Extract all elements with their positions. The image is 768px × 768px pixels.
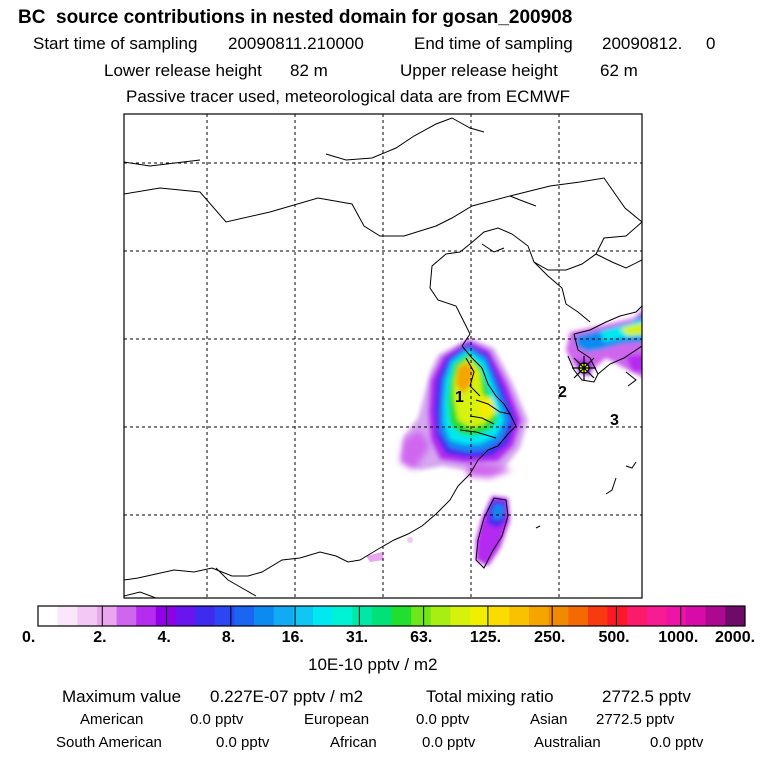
australian-label: Australian: [534, 734, 601, 751]
tick-label: 63.: [410, 629, 433, 646]
color-bar-swatch: [391, 606, 412, 626]
color-bar-swatch: [430, 606, 451, 626]
color-bar-swatch: [116, 606, 137, 626]
american-label: American: [80, 711, 144, 728]
color-bar-swatch: [627, 606, 648, 626]
color-bar-swatch: [666, 606, 687, 626]
lat-lon-grid: [124, 114, 642, 598]
color-bar-swatch: [646, 606, 667, 626]
total-mixing-label: Total mixing ratio: [426, 687, 554, 706]
plume-trace-b: [366, 552, 384, 562]
color-bar-unit: 10E-10 pptv / m2: [308, 655, 438, 674]
site-label-2: 2: [558, 384, 567, 401]
total-mixing-value: 2772.5 pptv: [602, 687, 691, 706]
tick-label: 1000.: [658, 629, 699, 646]
concentration-plume: [402, 338, 528, 472]
european-value: 0.0 pptv: [416, 711, 470, 728]
american-value: 0.0 pptv: [190, 711, 244, 728]
color-bar-swatch: [214, 606, 235, 626]
start-time-label: Start time of sampling: [33, 34, 198, 53]
african-value: 0.0 pptv: [422, 734, 476, 751]
color-bar-swatch: [136, 606, 157, 626]
data-source-note: Passive tracer used, meteorological data…: [126, 87, 571, 106]
color-bar: [37, 605, 746, 627]
tick-label: 2000.: [715, 629, 756, 646]
color-bar-swatch: [312, 606, 334, 626]
tick-label: 31.: [345, 629, 369, 646]
map-frame: [123, 113, 643, 599]
color-bar-swatch: [705, 606, 726, 626]
max-value-label: Maximum value: [62, 687, 182, 706]
south-american-label: South American: [56, 734, 162, 751]
lower-height-value: 82 m: [290, 61, 328, 80]
tick-label: 2.: [93, 629, 107, 646]
tick-label: 125.: [469, 629, 502, 646]
australian-value: 0.0 pptv: [650, 734, 704, 751]
european-label: European: [304, 711, 370, 728]
max-value: 0.227E-07 pptv / m2: [210, 687, 364, 706]
color-bar-swatch: [548, 606, 569, 626]
color-bar-swatch: [587, 606, 609, 626]
color-bar-swatch: [607, 606, 628, 626]
color-bar-swatch: [332, 606, 353, 626]
color-bar-swatch: [725, 606, 746, 626]
asian-label: Asian: [530, 711, 568, 728]
color-bar-ticks: [101, 606, 682, 626]
tick-label: 500.: [598, 629, 630, 646]
end-time-label: End time of sampling: [414, 34, 573, 53]
color-bar-swatch: [254, 606, 275, 626]
upper-height-label: Upper release height: [400, 61, 558, 80]
color-bar-swatch: [155, 606, 176, 626]
color-bar-swatch: [686, 606, 707, 626]
color-bar-swatch: [175, 606, 196, 626]
color-bar-swatch: [411, 606, 432, 626]
plume-outer-haze: [400, 430, 512, 478]
upper-height-value: 62 m: [600, 61, 638, 80]
tick-label: 8.: [221, 629, 236, 646]
plot-title: BC source contributions in nested domain…: [18, 7, 573, 28]
color-bar-swatch: [273, 606, 294, 626]
color-bar-swatch: [195, 606, 216, 626]
color-bar-swatch: [371, 606, 392, 626]
site-label-3: 3: [610, 412, 619, 429]
color-bar-swatch: [38, 606, 59, 626]
color-bar-swatch: [96, 606, 118, 626]
tick-label: 4.: [157, 629, 171, 646]
color-bar-swatch: [568, 606, 589, 626]
color-bar-swatch: [77, 606, 98, 626]
start-time-value: 20090811.210000: [228, 34, 364, 53]
south-american-value: 0.0 pptv: [216, 734, 270, 751]
asian-value: 2772.5 pptv: [596, 711, 675, 728]
color-bar-swatch: [352, 606, 373, 626]
color-bar-swatch: [293, 606, 314, 626]
site-label-1: 1: [455, 389, 464, 406]
color-bar-swatch: [509, 606, 530, 626]
color-bar-swatch: [234, 606, 255, 626]
color-bar-swatch: [450, 606, 471, 626]
color-bar-swatch: [528, 606, 550, 626]
inland-borders: [459, 357, 511, 439]
tick-label: 0.: [22, 629, 36, 646]
map-panel: [124, 114, 642, 598]
taiwan-plume: [476, 496, 510, 566]
end-time-value: 20090812. 0: [602, 34, 716, 53]
color-bar-swatch: [57, 606, 78, 626]
african-label: African: [330, 734, 377, 751]
tick-label: 250.: [534, 629, 566, 646]
tick-label: 16.: [281, 629, 304, 646]
lower-height-label: Lower release height: [104, 61, 262, 80]
receptor-site-marker: [572, 356, 596, 380]
color-bar-swatch: [489, 606, 510, 626]
color-bar-swatch: [470, 606, 491, 626]
color-bar-frame: [37, 605, 746, 627]
plume-trace-a: [407, 537, 413, 543]
coastlines: [124, 117, 642, 598]
